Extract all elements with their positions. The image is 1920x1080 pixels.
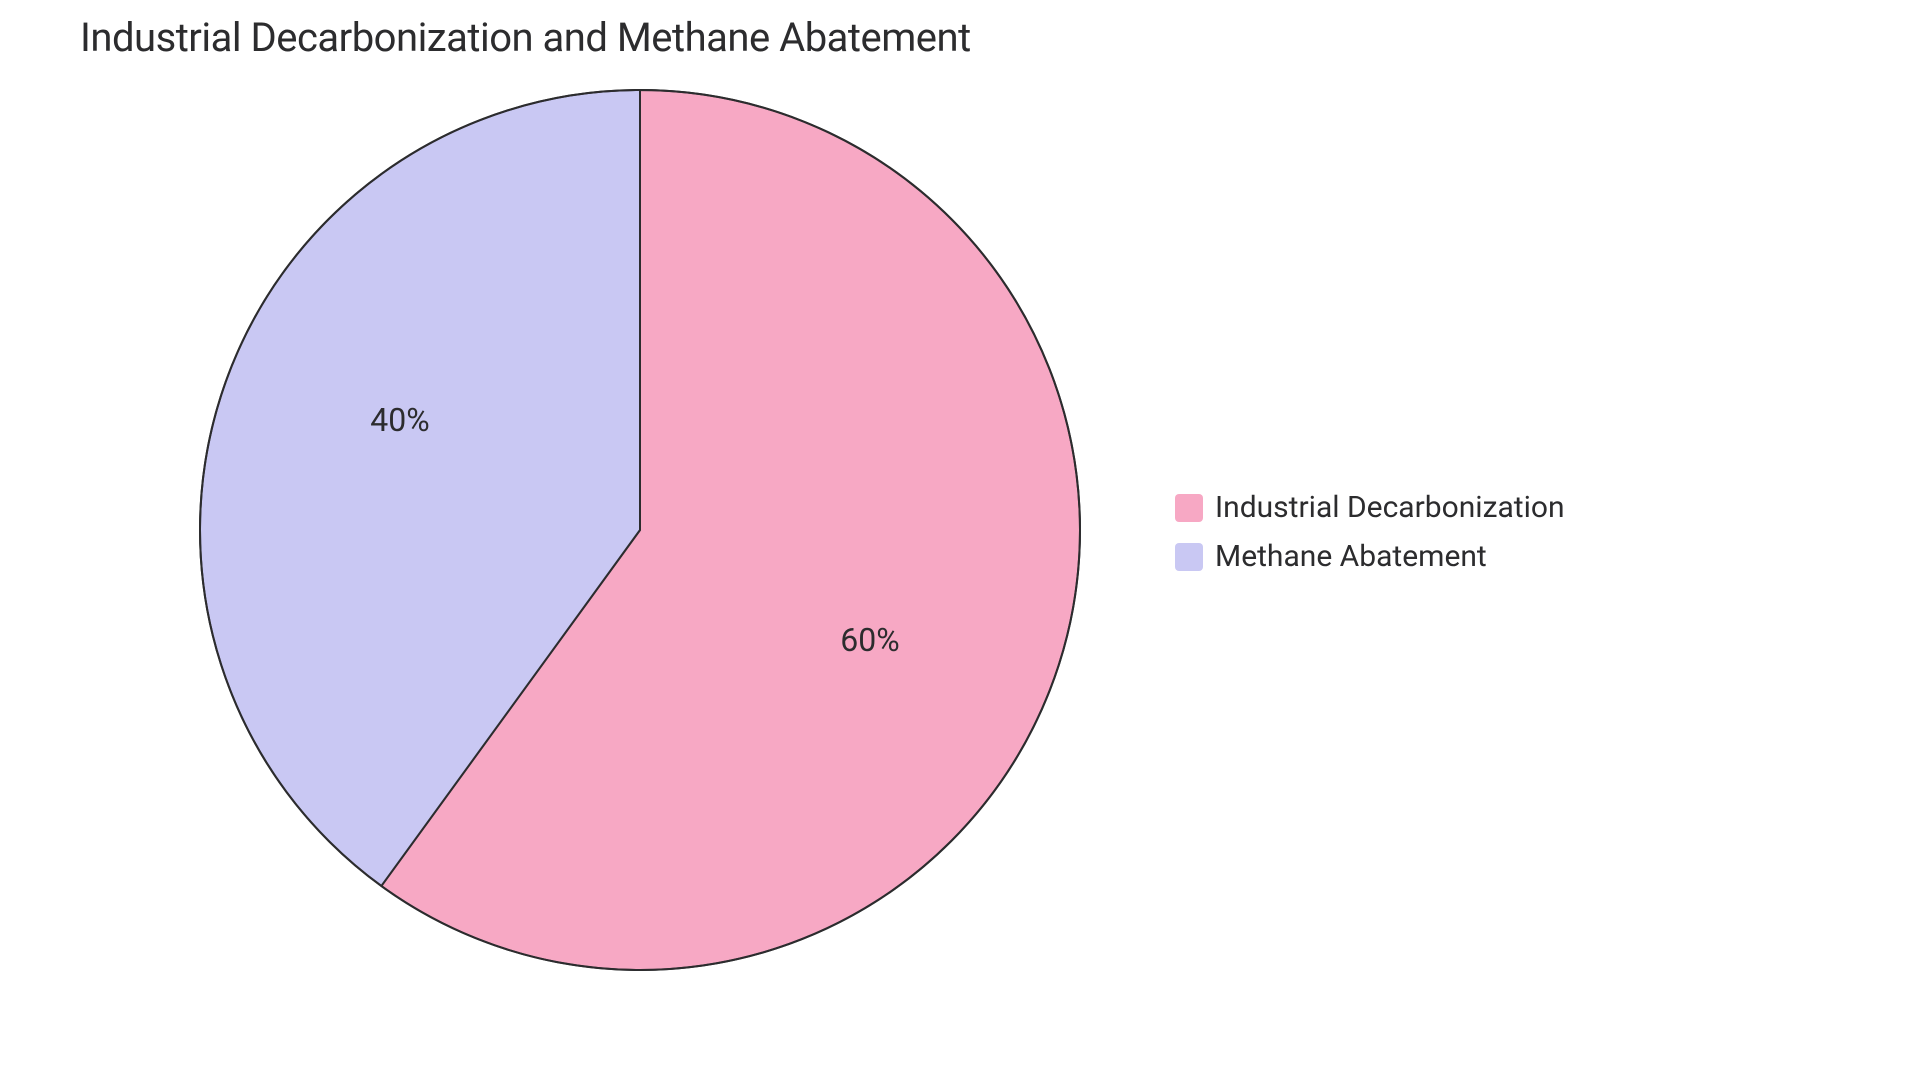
legend-label: Methane Abatement <box>1215 539 1487 574</box>
legend-item: Methane Abatement <box>1175 539 1565 574</box>
chart-container: Industrial Decarbonization and Methane A… <box>0 0 1920 1080</box>
pie-slice-label: 60% <box>840 621 899 659</box>
legend-swatch <box>1175 494 1203 522</box>
pie-svg <box>196 86 1084 974</box>
legend-item: Industrial Decarbonization <box>1175 490 1565 525</box>
chart-title: Industrial Decarbonization and Methane A… <box>80 14 971 61</box>
legend: Industrial Decarbonization Methane Abatem… <box>1175 490 1565 574</box>
legend-label: Industrial Decarbonization <box>1215 490 1565 525</box>
pie-slice-label: 40% <box>370 401 429 439</box>
pie-chart <box>196 86 1084 974</box>
legend-swatch <box>1175 543 1203 571</box>
